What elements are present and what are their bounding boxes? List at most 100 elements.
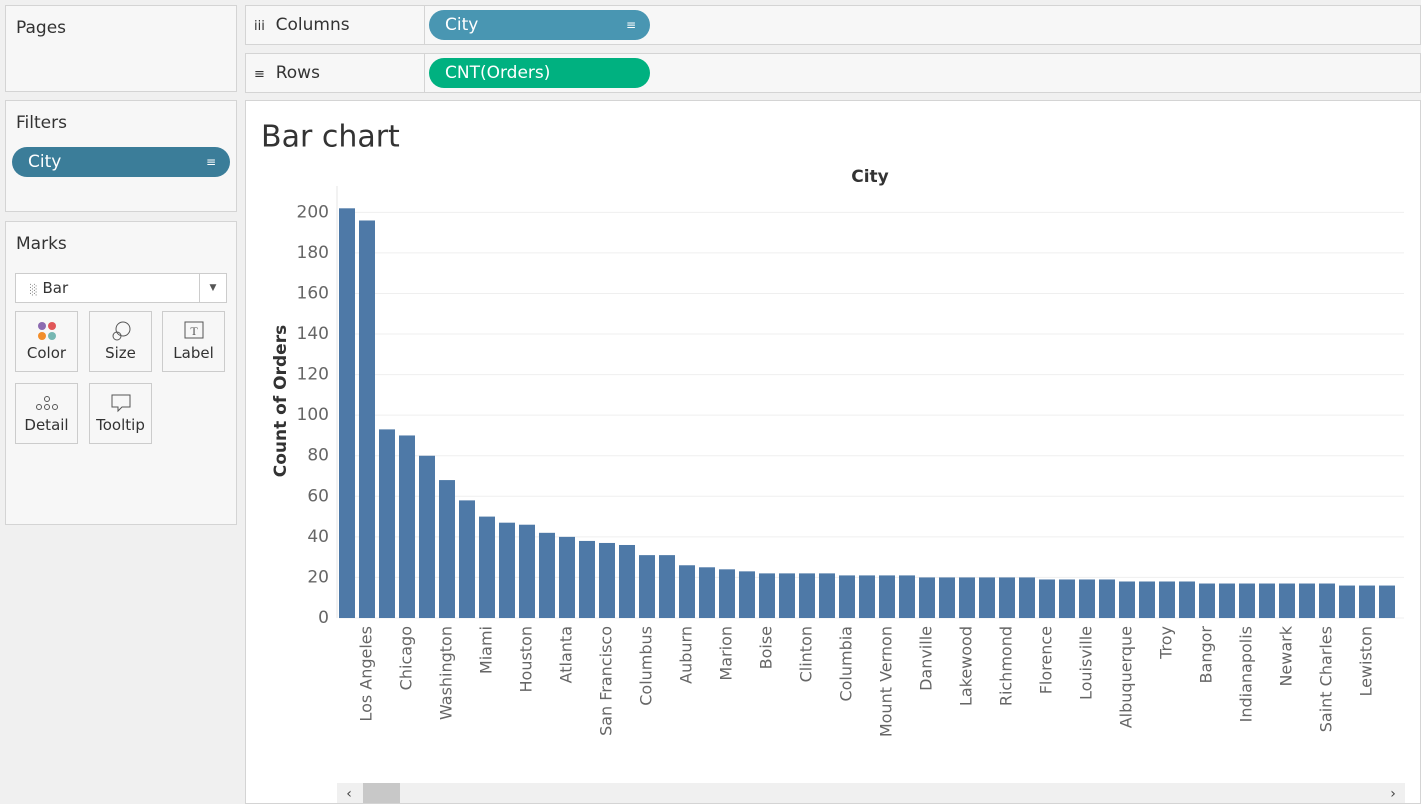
button-text: Tooltip: [96, 416, 145, 434]
scroll-right[interactable]: ›: [1390, 786, 1396, 802]
x-tick-label: Columbus: [637, 626, 656, 706]
filters-title: Filters: [16, 113, 67, 133]
bar: [1099, 579, 1115, 618]
x-tick-label: Boise: [757, 626, 776, 669]
bar: [419, 455, 435, 618]
bar: [999, 577, 1015, 618]
bar: [919, 577, 935, 618]
bar: [559, 536, 575, 618]
bar: [939, 577, 955, 618]
bar: [759, 573, 775, 618]
bar: [959, 577, 975, 618]
y-tick-label: 20: [307, 567, 329, 587]
bar: [639, 555, 655, 618]
y-tick-label: 60: [307, 486, 329, 506]
bar: [1139, 581, 1155, 618]
bar: [1379, 585, 1395, 618]
tooltip-button[interactable]: Tooltip: [89, 383, 152, 444]
x-tick-label: Washington: [437, 626, 456, 720]
pages-card: Pages: [5, 5, 237, 92]
label-button[interactable]: T Label: [162, 311, 225, 372]
y-tick-label: 80: [307, 446, 329, 466]
x-tick-label: Chicago: [397, 626, 416, 690]
rows-pill-text: CNT(Orders): [445, 63, 551, 83]
x-tick-label: Saint Charles: [1317, 626, 1336, 732]
x-tick-label: Albuquerque: [1117, 626, 1136, 728]
y-tick-label: 120: [297, 365, 329, 385]
bar: [619, 544, 635, 618]
rows-shelf: ≡ Rows CNT(Orders): [245, 53, 1421, 93]
y-axis-title: Count of Orders: [271, 325, 291, 477]
bar: [779, 573, 795, 618]
y-tick-label: 200: [297, 202, 329, 222]
bar: [379, 429, 395, 618]
columns-label-text: Columns: [275, 15, 350, 35]
scroll-thumb[interactable]: [363, 783, 400, 803]
bar: [899, 575, 915, 618]
size-button[interactable]: Size: [89, 311, 152, 372]
bar: [579, 540, 595, 618]
bar: [399, 435, 415, 618]
bar: [1119, 581, 1135, 618]
color-button[interactable]: Color: [15, 311, 78, 372]
x-tick-label: Lakewood: [957, 626, 976, 706]
bar: [1279, 583, 1295, 618]
bar: [1239, 583, 1255, 618]
x-tick-label: Auburn: [677, 626, 696, 684]
x-tick-label: Newark: [1277, 625, 1296, 686]
button-text: Label: [173, 344, 214, 362]
x-tick-label: Florence: [1037, 626, 1056, 694]
marks-title: Marks: [16, 234, 67, 254]
bar: [599, 542, 615, 618]
columns-label: iii Columns: [254, 15, 350, 35]
x-tick-label: Los Angeles: [357, 626, 376, 722]
filter-pill[interactable]: City ≡: [12, 147, 230, 177]
bar: [499, 522, 515, 618]
bar: [1039, 579, 1055, 618]
bar: [1199, 583, 1215, 618]
bar: [839, 575, 855, 618]
chart-title: Bar chart: [261, 120, 400, 155]
bar: [339, 208, 355, 618]
bar: [459, 500, 475, 618]
button-text: Size: [105, 344, 136, 362]
bar: [479, 516, 495, 618]
detail-button[interactable]: Detail: [15, 383, 78, 444]
x-axis-title: City: [851, 167, 889, 187]
bar: [519, 524, 535, 618]
bar: [739, 571, 755, 618]
bar: [1019, 577, 1035, 618]
columns-pill[interactable]: City ≡: [429, 10, 650, 40]
bar: [1059, 579, 1075, 618]
bar: [1159, 581, 1175, 618]
y-tick-label: 180: [297, 243, 329, 263]
scroll-left[interactable]: ‹: [346, 786, 352, 802]
bar: [659, 555, 675, 618]
scrollbar[interactable]: [337, 783, 1405, 803]
y-tick-label: 40: [307, 527, 329, 547]
x-tick-label: Danville: [917, 626, 936, 691]
chart: Bar chart City Count of Orders ‹ › 0 20 40…: [245, 100, 1421, 804]
x-tick-label: Columbia: [837, 626, 856, 702]
bar: [1319, 583, 1335, 618]
mark-type-dropdown[interactable]: ░ Bar ▼: [15, 273, 227, 303]
bar: [1359, 585, 1375, 618]
x-tick-label: Bangor: [1197, 626, 1216, 684]
rows-pill[interactable]: CNT(Orders): [429, 58, 650, 88]
bar: [539, 532, 555, 618]
y-tick-label: 160: [297, 283, 329, 303]
bar: [1339, 585, 1355, 618]
rows-label: ≡ Rows: [254, 63, 320, 83]
x-tick-label: Indianapolis: [1237, 626, 1256, 722]
columns-pill-text: City: [445, 15, 479, 35]
button-text: Detail: [24, 416, 69, 434]
bar: [1079, 579, 1095, 618]
x-tick-label: Houston: [517, 626, 536, 693]
bar: [1219, 583, 1235, 618]
svg-text:T: T: [190, 324, 198, 338]
y-tick-label: 100: [297, 405, 329, 425]
bar: [719, 569, 735, 618]
marks-card: Marks ░ Bar ▼ Color Size T Label Detail T…: [5, 221, 237, 525]
x-tick-label: San Francisco: [597, 626, 616, 736]
x-tick-label: Lewiston: [1357, 626, 1376, 697]
